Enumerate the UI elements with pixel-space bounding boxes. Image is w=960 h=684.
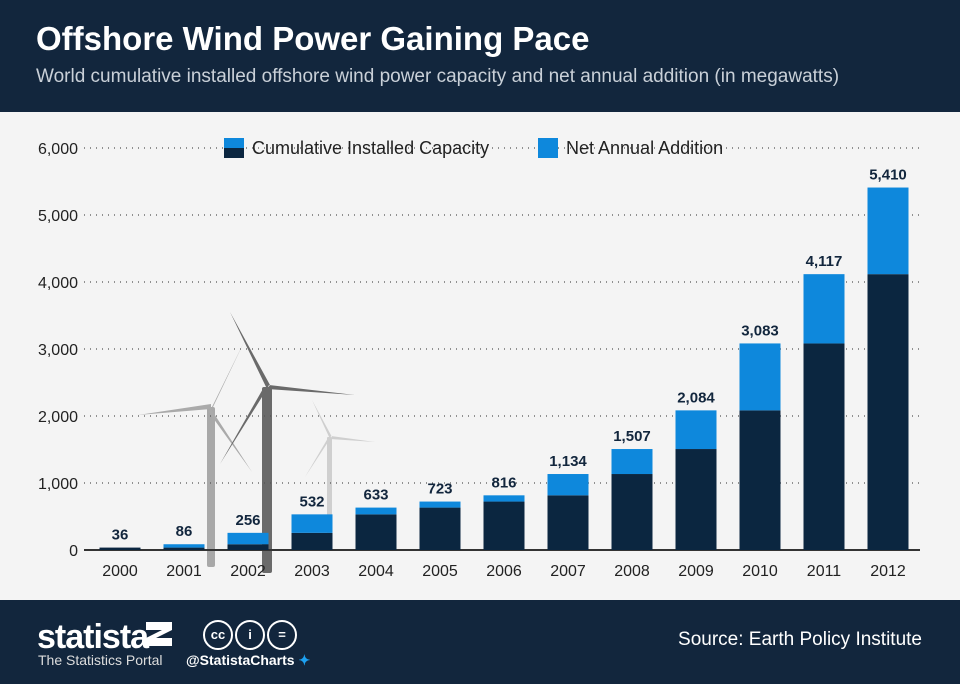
legend: Cumulative Installed Capacity Net Annual… (224, 138, 723, 158)
bar-addition (163, 544, 205, 548)
bar-addition (547, 474, 589, 496)
x-tick-label: 2009 (678, 563, 714, 580)
legend-swatch-addition (538, 138, 558, 158)
y-tick-label: 3,000 (38, 342, 78, 359)
bar-addition (291, 514, 333, 533)
x-tick-label: 2005 (422, 563, 458, 580)
x-tick-label: 2007 (550, 563, 586, 580)
bar-cumulative (291, 532, 333, 550)
footer: statista The Statistics Portal cc i = @S… (0, 600, 960, 684)
bar-cumulative (227, 544, 269, 550)
x-tick-label: 2004 (358, 563, 394, 580)
bar-cumulative (163, 547, 205, 550)
bar-cumulative (675, 449, 717, 550)
total-label: 1,134 (549, 453, 587, 470)
bar-cumulative (739, 410, 781, 550)
total-label: 723 (427, 481, 452, 498)
chart-title: Offshore Wind Power Gaining Pace (36, 20, 590, 57)
bar-addition (739, 343, 781, 411)
y-tick-label: 5,000 (38, 208, 78, 225)
total-label: 633 (363, 487, 388, 504)
bar-cumulative (355, 514, 397, 550)
y-tick-label: 4,000 (38, 275, 78, 292)
header: Offshore Wind Power Gaining Pace World c… (0, 0, 960, 112)
x-tick-label: 2006 (486, 563, 522, 580)
wind-turbines-illustration (138, 312, 375, 573)
y-tick-label: 0 (69, 543, 78, 560)
bar-addition (675, 410, 717, 450)
x-tick-label: 2011 (807, 563, 842, 580)
x-tick-label: 2000 (102, 563, 138, 580)
statista-logo-mark-icon (146, 622, 172, 646)
x-tick-label: 2003 (294, 563, 330, 580)
nd-icon: = (267, 620, 297, 650)
legend-label-cumulative: Cumulative Installed Capacity (252, 138, 489, 158)
legend-label-addition: Net Annual Addition (566, 138, 723, 158)
total-label: 2,084 (677, 389, 715, 406)
bar-addition (611, 449, 653, 475)
bar-addition (803, 274, 845, 344)
total-label: 816 (491, 474, 516, 491)
bar-cumulative (483, 501, 525, 550)
total-label: 3,083 (741, 322, 779, 339)
chart: 0 1,000 2,000 3,000 4,000 5,000 6,000 36 2000 86 2… (38, 138, 920, 580)
bar-cumulative (419, 507, 461, 550)
total-label: 256 (235, 512, 260, 529)
total-label: 532 (299, 493, 324, 510)
bar-cumulative (547, 495, 589, 550)
y-tick-label: 2,000 (38, 409, 78, 426)
x-tick-label: 2001 (166, 563, 202, 580)
bar-cumulative (99, 547, 141, 550)
bar-cumulative (803, 343, 845, 550)
bar-cumulative (611, 474, 653, 550)
cc-icon: cc (203, 620, 233, 650)
bar-addition (355, 507, 397, 515)
bar-addition (419, 501, 461, 508)
bar-addition (867, 187, 909, 275)
x-tick-label: 2002 (230, 563, 266, 580)
total-label: 36 (112, 527, 129, 544)
statista-logo: statista (37, 618, 149, 656)
twitter-icon: ✦ (298, 652, 311, 668)
bar-addition (227, 532, 269, 545)
x-tick-label: 2010 (742, 563, 778, 580)
total-label: 5,410 (869, 167, 907, 184)
y-tick-label: 6,000 (38, 141, 78, 158)
bar-cumulative (867, 274, 909, 550)
total-label: 1,507 (613, 428, 651, 445)
twitter-handle-text: @StatistaCharts (186, 652, 295, 668)
tagline: The Statistics Portal (38, 652, 163, 668)
y-tick-label: 1,000 (38, 476, 78, 493)
by-icon: i (235, 620, 265, 650)
bar-addition (483, 495, 525, 502)
twitter-handle[interactable]: @StatistaCharts ✦ (186, 652, 310, 669)
source: Source: Earth Policy Institute (678, 629, 922, 650)
total-label: 86 (176, 523, 193, 540)
total-label: 4,117 (806, 253, 843, 270)
chart-subtitle: World cumulative installed offshore wind… (36, 66, 840, 87)
x-tick-label: 2008 (614, 563, 650, 580)
x-tick-label: 2012 (870, 563, 906, 580)
